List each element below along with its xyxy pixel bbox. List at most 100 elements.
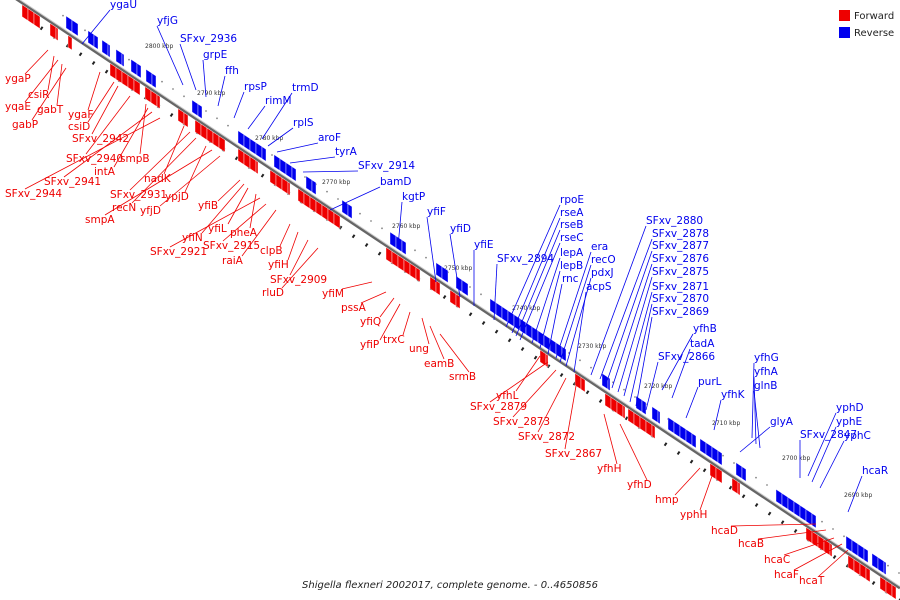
forward-leader [515, 355, 541, 392]
forward-gene-label: hmp [655, 494, 679, 506]
track-dot [216, 117, 218, 120]
kbp-tick-label: 2760 kbp [392, 223, 420, 230]
track-dot [634, 396, 636, 398]
forward-leader [31, 67, 67, 121]
reverse-gene-block [197, 103, 203, 120]
reverse-gene-block [699, 438, 707, 455]
reverse-leader [515, 229, 561, 337]
reverse-gene-block [65, 15, 73, 33]
reverse-gene-block [347, 203, 353, 220]
track-marker [741, 494, 746, 499]
reverse-leader [635, 316, 653, 407]
reverse-gene-block [787, 496, 795, 514]
forward-gene-label: recN [112, 202, 136, 214]
reverse-gene-label: ffh [225, 65, 239, 77]
forward-gene-label: trxC [383, 334, 405, 346]
reverse-leader [753, 390, 761, 449]
reverse-gene-label: SFxv_2914 [358, 160, 415, 172]
reverse-gene-label: glnB [754, 380, 777, 392]
reverse-gene-label: SFxv_2875 [652, 266, 709, 278]
track-dot [590, 366, 592, 369]
track-dot [183, 95, 185, 98]
reverse-gene-label: SFxv_2869 [652, 306, 709, 318]
reverse-leader [261, 92, 293, 140]
reverse-gene-label: SFxv_2870 [652, 293, 709, 305]
reverse-gene-block [501, 306, 509, 323]
gene-features [21, 4, 897, 600]
forward-leader [113, 107, 149, 168]
kbp-tick-label: 2710 kbp [712, 420, 740, 427]
reverse-gene-block [243, 134, 251, 151]
forward-leader [757, 529, 827, 540]
track-dot [755, 476, 757, 479]
reverse-gene-block [525, 322, 533, 339]
track-marker [871, 580, 876, 585]
forward-gene-label: yfhD [627, 479, 652, 491]
forward-gene-block [651, 424, 656, 440]
forward-leader [159, 155, 221, 207]
reverse-gene-block [495, 302, 503, 319]
track-dot [425, 256, 427, 259]
reverse-gene-label: rpsP [244, 81, 267, 93]
forward-gene-label: SFxv_2915 [203, 240, 260, 252]
reverse-leader [156, 25, 184, 86]
forward-gene-block [67, 34, 73, 51]
reverse-gene-block [657, 410, 661, 425]
reverse-leader [847, 475, 863, 513]
reverse-gene-block [811, 512, 817, 529]
reverse-leader [565, 277, 592, 367]
track-marker [481, 320, 486, 325]
reverse-gene-block [685, 428, 693, 446]
reverse-leader [531, 257, 561, 344]
legend: Forward Reverse [839, 10, 894, 39]
forward-leader [360, 291, 387, 304]
reverse-gene-label: bamD [380, 176, 411, 188]
forward-gene-label: hcaD [711, 525, 738, 537]
track-marker [754, 502, 759, 507]
reverse-gene-block [311, 179, 317, 196]
forward-leader [402, 311, 411, 336]
reverse-leader [611, 263, 653, 389]
reverse-gene-block [401, 239, 407, 256]
forward-leader [421, 317, 430, 345]
reverse-gene-block [805, 508, 813, 526]
forward-gene-label: smpA [85, 214, 115, 226]
forward-gene-label: SFxv_2867 [545, 448, 602, 460]
reverse-leader [267, 127, 294, 147]
forward-gene-block [287, 181, 291, 196]
forward-gene-label: gabP [12, 119, 38, 131]
reverse-gene-label: SFxv_2866 [658, 351, 715, 363]
reverse-leader [329, 186, 381, 211]
forward-gene-label: yfiB [198, 200, 218, 212]
track-marker [559, 372, 564, 377]
forward-gene-label: csiD [68, 121, 90, 133]
forward-leader [489, 361, 549, 403]
forward-leader [619, 423, 648, 481]
track-dot [579, 359, 581, 362]
reverse-gene-block [877, 556, 885, 574]
reverse-gene-block [136, 62, 142, 79]
reverse-gene-block [261, 146, 267, 162]
reverse-gene-label: yfjG [157, 15, 178, 27]
legend-reverse-label: Reverse [854, 28, 894, 39]
forward-leader [537, 377, 567, 433]
track-marker [494, 329, 499, 334]
forward-leader [249, 193, 257, 229]
reverse-gene-block [441, 266, 449, 283]
reverse-gene-label: SFxv_2878 [652, 228, 709, 240]
forward-leader [512, 369, 557, 418]
track-marker [598, 398, 603, 403]
reverse-gene-label: SFxv_2877 [652, 240, 709, 252]
reverse-gene-label: tyrA [335, 146, 358, 158]
reverse-gene-label: yfiF [427, 206, 446, 218]
reverse-gene-label: yphE [836, 416, 862, 428]
track-dot [62, 14, 64, 17]
reverse-leader [449, 233, 461, 298]
track-dot [898, 572, 900, 574]
track-marker [91, 60, 96, 65]
forward-gene-label: SFxv_2940 [66, 153, 123, 165]
reverse-gene-label: trmD [292, 82, 319, 94]
forward-gene-block [255, 160, 259, 175]
forward-leader [91, 85, 119, 135]
forward-gene-label: yfhH [597, 463, 621, 475]
